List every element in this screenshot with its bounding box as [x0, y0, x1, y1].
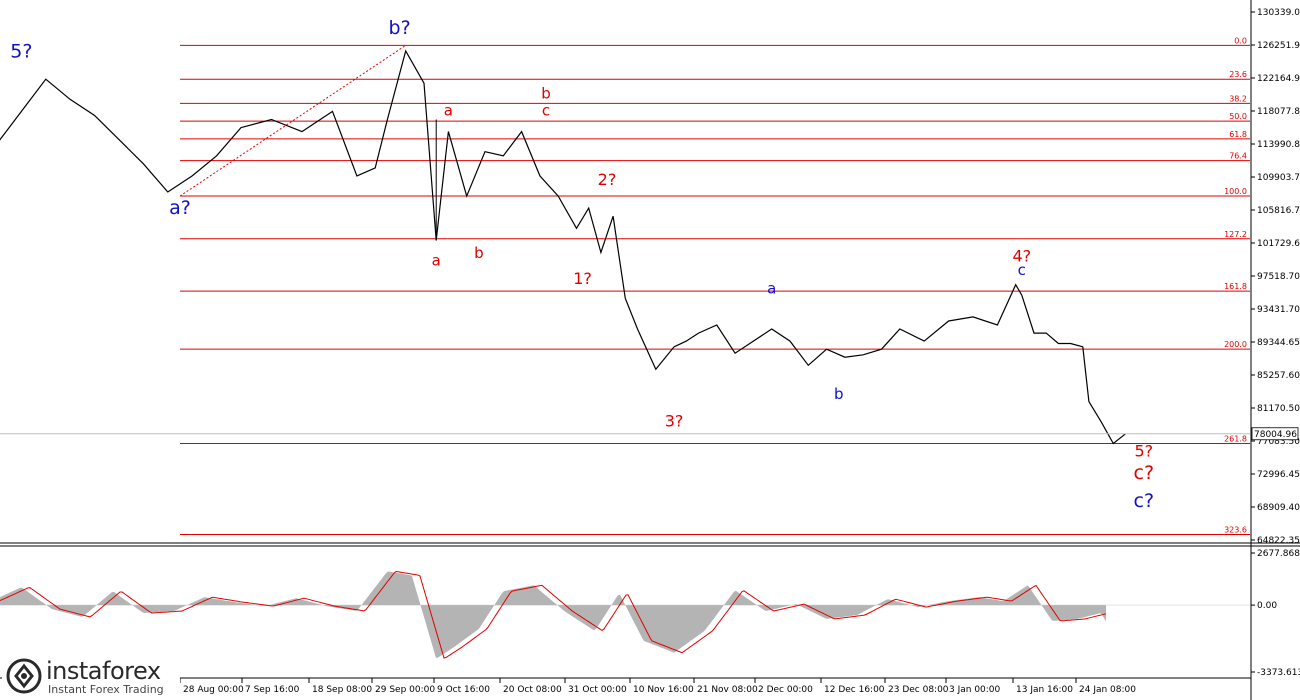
price-tick-label: 85257.60: [1257, 371, 1300, 381]
trend-lines: [179, 44, 406, 197]
fib-label: 127.2: [1224, 230, 1247, 239]
date-tick-label: 29 Sep 00:00: [375, 685, 435, 695]
date-tick-label: 23 Dec 08:00: [888, 685, 949, 695]
date-tick-label: 12 Dec 16:00: [824, 685, 885, 695]
price-line: [0, 49, 1126, 445]
date-tick-label: 10 Nov 16:00: [633, 685, 694, 695]
osc-tick-label: 0.00: [1257, 601, 1277, 611]
price-tick-label: 113990.80: [1257, 140, 1300, 150]
wave-label: 2?: [598, 170, 617, 189]
oscillator-panel: [0, 570, 1250, 659]
date-tick-label: 20 Oct 08:00: [503, 685, 562, 695]
wave-label: a?: [169, 197, 191, 219]
price-tick-label: 93431.70: [1257, 305, 1300, 315]
wave-label: a: [444, 101, 453, 119]
brand-tagline: Instant Forex Trading: [48, 683, 164, 696]
fib-label: 0.0: [1234, 36, 1247, 45]
price-tick-label: 122164.90: [1257, 74, 1300, 84]
wave-label: c: [542, 101, 550, 119]
price-tick-label: 64822.35: [1257, 536, 1300, 546]
price-tick-label: 97518.70: [1257, 272, 1300, 282]
date-tick-label: 31 Oct 00:00: [568, 685, 627, 695]
date-tick-label: 24 Jan 08:00: [1079, 685, 1136, 695]
wave-label: c?: [1134, 462, 1155, 484]
price-tick-label: 126251.90: [1257, 41, 1300, 51]
brand-name: instaforex: [46, 657, 161, 685]
fib-label: 50.0: [1229, 112, 1247, 121]
date-tick-label: 9 Oct 16:00: [437, 685, 490, 695]
trend-line: [179, 44, 406, 197]
fib-label: 323.6: [1224, 526, 1247, 535]
fib-label: 38.2: [1229, 94, 1247, 103]
wave-label: b: [541, 85, 551, 103]
current-price-tag: [1251, 427, 1299, 441]
wave-label: c: [1018, 261, 1026, 279]
fib-label: 200.0: [1224, 340, 1247, 349]
wave-label: a: [767, 280, 776, 298]
price-tick-label: 130339.00: [1257, 8, 1300, 18]
price-tick-label: 109903.75: [1257, 173, 1300, 183]
wave-label: 1?: [573, 269, 592, 288]
price-tick-label: 72996.45: [1257, 470, 1300, 480]
fib-label: 76.4: [1229, 152, 1247, 161]
osc-tick-label: -3373.613: [1257, 668, 1300, 678]
wave-label: 4?: [1012, 246, 1031, 265]
date-tick-label: 2 Dec 00:00: [758, 685, 813, 695]
date-tick-label: 18 Sep 08:00: [312, 685, 372, 695]
price-tick-label: 89344.65: [1257, 338, 1300, 348]
wave-label: c?: [1134, 490, 1155, 512]
price-tick-label: 101729.65: [1257, 239, 1300, 249]
wave-label: b?: [389, 17, 411, 39]
price-tick-label: 105816.70: [1257, 206, 1300, 216]
price-tick-label: 68909.40: [1257, 503, 1300, 513]
instaforex-logo-icon: [6, 658, 42, 694]
wave-label: b: [474, 244, 484, 262]
price-tick-label: 118077.85: [1257, 107, 1300, 117]
wave-label: a: [432, 251, 441, 269]
osc-tick-label: 2677.868: [1257, 549, 1300, 559]
fib-label: 261.8: [1224, 434, 1247, 443]
price-tick-label: 81170.50: [1257, 404, 1300, 414]
price-tick-label: 77083.50: [1257, 437, 1300, 447]
date-tick-label: 3 Jan 00:00: [949, 685, 1001, 695]
wave-label: 5?: [1134, 441, 1153, 460]
instaforex-watermark: instaforex Instant Forex Trading: [2, 655, 180, 697]
fib-label: 23.6: [1229, 70, 1247, 79]
current-price-label: 78004.96: [1254, 430, 1297, 440]
wave-label: b: [834, 385, 844, 403]
wave-label: 3?: [665, 412, 684, 431]
wave-label: 5?: [10, 40, 32, 62]
price-series: [0, 49, 1126, 445]
fib-label: 61.8: [1229, 130, 1247, 139]
date-tick-label: 28 Aug 00:00: [183, 685, 244, 695]
fib-label: 161.8: [1224, 282, 1247, 291]
fibonacci-levels: 0.0 23.6 38.2 50.0 61.8 76.4 100.0 127.2 161.8 20…: [180, 36, 1250, 536]
oscillator-signal-line: [0, 570, 1107, 659]
oscillator-histogram: [0, 571, 1106, 658]
fib-label: 100.0: [1224, 187, 1247, 196]
date-tick-label: 7 Sep 16:00: [245, 685, 300, 695]
date-tick-label: 21 Nov 08:00: [697, 685, 758, 695]
date-tick-label: 13 Jan 16:00: [1016, 685, 1073, 695]
